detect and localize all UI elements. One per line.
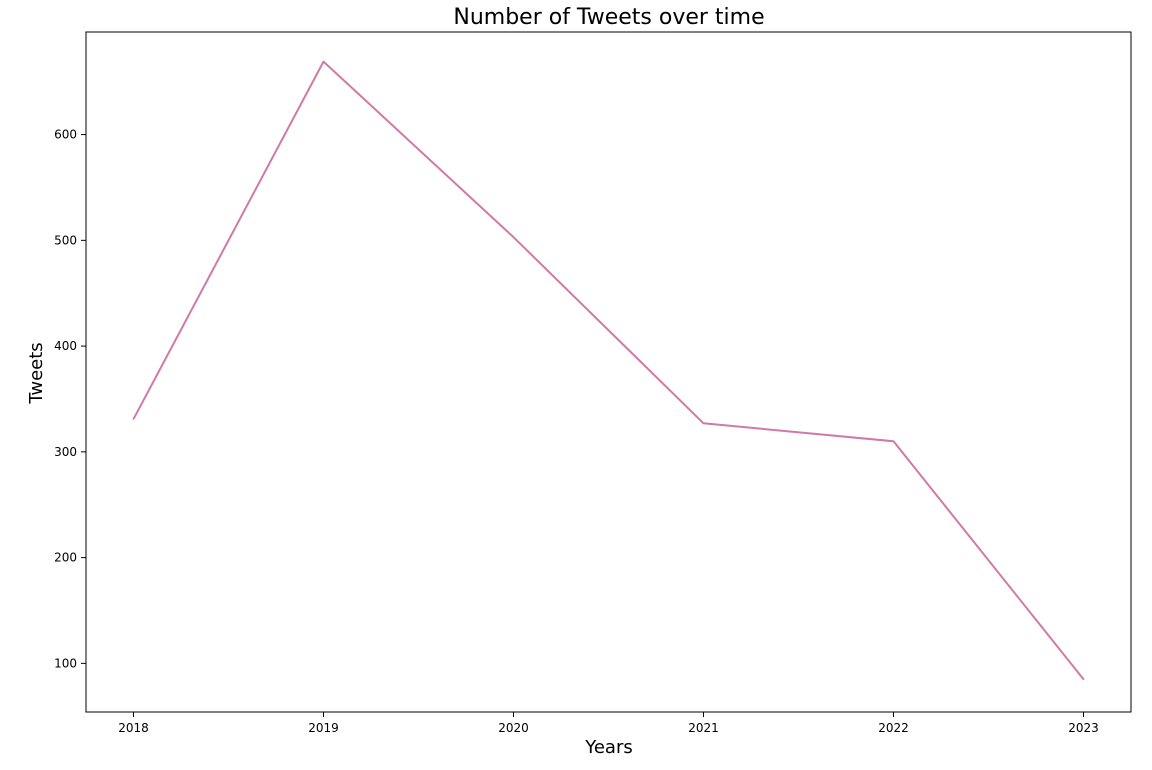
x-tick-label: 2020 xyxy=(498,721,529,735)
series-line xyxy=(132,60,1085,680)
y-tick-label: 400 xyxy=(54,339,77,353)
data-point xyxy=(132,418,135,420)
x-axis-label: Years xyxy=(584,737,633,758)
plot-area xyxy=(85,31,1132,713)
chart-title: Number of Tweets over time xyxy=(453,5,764,30)
y-tick-label: 200 xyxy=(54,551,77,565)
y-axis: 100 200 300 400 500 600 xyxy=(54,128,86,670)
y-tick-label: 300 xyxy=(54,445,77,459)
x-tick-label: 2021 xyxy=(688,721,719,735)
x-tick-label: 2023 xyxy=(1068,721,1099,735)
series-layer xyxy=(132,60,1085,681)
y-tick-label: 600 xyxy=(54,128,77,142)
y-tick-label: 100 xyxy=(54,656,77,670)
data-point xyxy=(1082,678,1085,681)
x-tick-label: 2022 xyxy=(878,721,909,735)
data-point xyxy=(702,422,705,425)
x-axis: 2018 2019 2020 2021 2022 2023 xyxy=(118,712,1099,735)
x-tick-label: 2018 xyxy=(118,721,149,735)
data-point xyxy=(322,60,325,63)
y-tick-label: 500 xyxy=(54,233,77,247)
data-point xyxy=(892,440,895,443)
x-tick-label: 2019 xyxy=(308,721,339,735)
data-point xyxy=(512,236,515,238)
y-axis-label: Tweets xyxy=(26,342,47,404)
